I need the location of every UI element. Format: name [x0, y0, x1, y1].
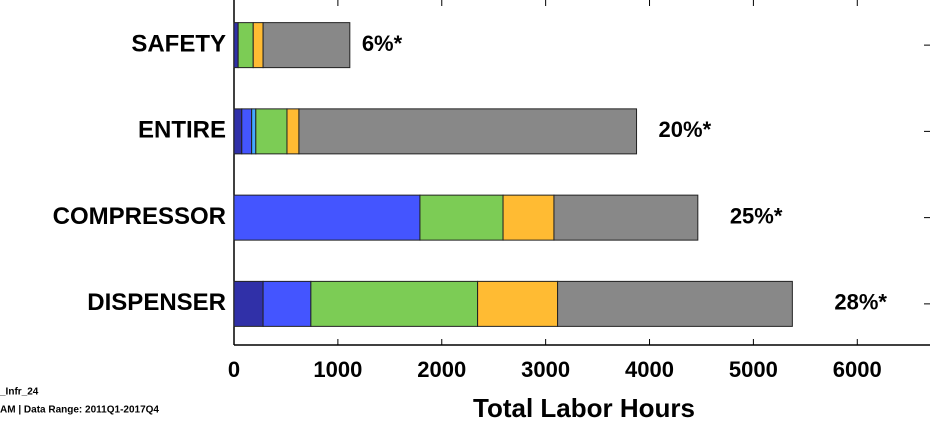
x-tick-label: 5000 [729, 357, 778, 382]
bar-segment [251, 108, 257, 155]
bar-segment [262, 22, 351, 69]
y-tick-label: DISPENSER [87, 289, 226, 316]
annotation: 20%* [659, 117, 712, 142]
bar-segment [553, 194, 699, 241]
y-tick-label: ENTIRE [138, 117, 226, 144]
bar-segment [237, 22, 254, 69]
x-tick-label: 2000 [417, 357, 466, 382]
bar-segment [255, 108, 288, 155]
x-axis-label: Total Labor Hours [473, 393, 695, 423]
bar-segment [477, 280, 559, 327]
x-tick-label: 6000 [833, 357, 882, 382]
x-tick-label: 4000 [625, 357, 674, 382]
bar-segment [557, 280, 793, 327]
x-tick-label: 0 [228, 357, 240, 382]
bar-segment [233, 22, 239, 69]
bar-segment [298, 108, 638, 155]
y-tick-label: COMPRESSOR [53, 203, 226, 230]
footnote: _Infr_24 [0, 387, 39, 398]
bar-segment [233, 194, 421, 241]
footnote: AM | Data Range: 2011Q1-2017Q4 [0, 405, 159, 416]
bar-segment [310, 280, 479, 327]
bar-segment [233, 108, 243, 155]
bar-segment [419, 194, 504, 241]
bar-segment [233, 280, 264, 327]
bar-segment [252, 22, 264, 69]
bar-segment [262, 280, 312, 327]
x-tick-label: 1000 [313, 357, 362, 382]
annotation: 6%* [362, 31, 403, 56]
bar-segment [502, 194, 555, 241]
annotation: 28%* [834, 290, 887, 315]
annotation: 25%* [730, 203, 783, 228]
x-tick-label: 3000 [521, 357, 570, 382]
bar-segment [286, 108, 300, 155]
y-tick-label: SAFETY [131, 30, 226, 57]
bar-segment [241, 108, 253, 155]
